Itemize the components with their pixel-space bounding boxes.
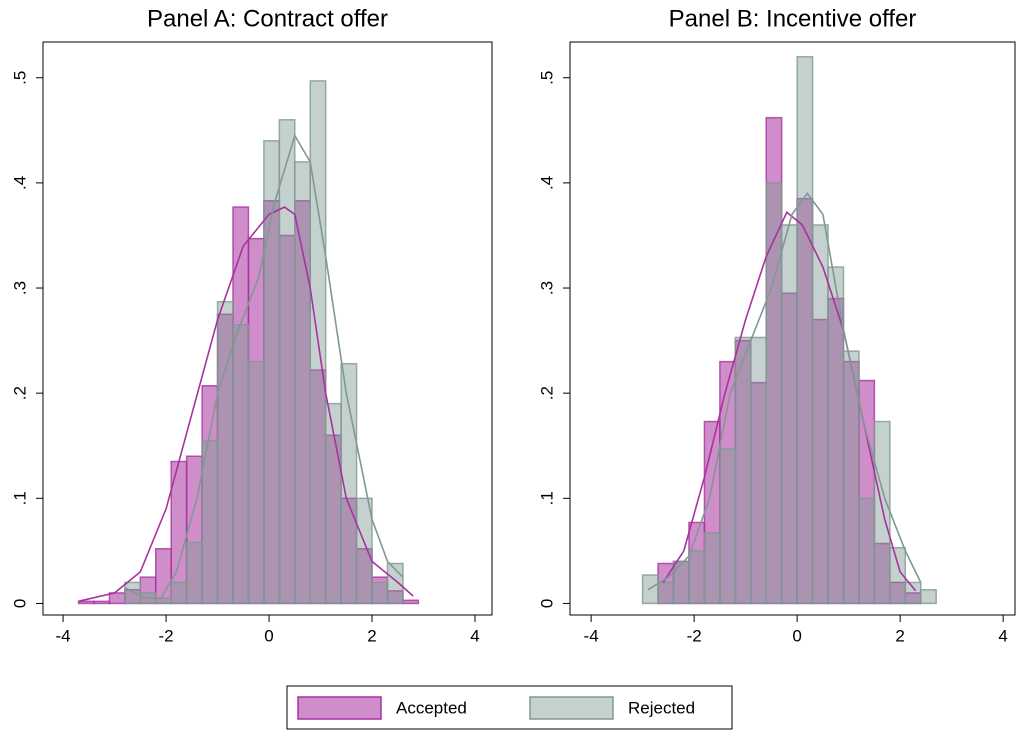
legend-swatch xyxy=(297,696,382,720)
density-line xyxy=(662,211,917,592)
y-tick-label: .4 xyxy=(537,176,556,190)
x-tick-label: 2 xyxy=(895,626,904,645)
histogram-bar xyxy=(873,420,891,605)
histogram-bar xyxy=(811,224,829,605)
y-tick-label: .1 xyxy=(537,491,556,505)
histogram-bar xyxy=(641,574,659,605)
legend-label: Accepted xyxy=(396,698,467,717)
x-tick-label: 0 xyxy=(264,626,273,645)
y-tick-label: .2 xyxy=(10,386,29,400)
x-tick-label: 4 xyxy=(470,626,479,645)
histogram-bar xyxy=(765,182,783,605)
histogram-bar xyxy=(657,581,675,605)
y-tick-label: .3 xyxy=(10,281,29,295)
histogram-bar xyxy=(904,581,922,605)
x-tick-label: -4 xyxy=(56,626,71,645)
y-tick-label: .5 xyxy=(10,71,29,85)
legend-label: Rejected xyxy=(628,698,695,717)
histogram-bar xyxy=(703,532,721,605)
histogram-bar xyxy=(842,350,860,605)
x-tick-label: 0 xyxy=(792,626,801,645)
y-tick-label: 0 xyxy=(537,599,556,608)
histogram-bar xyxy=(247,360,265,605)
y-tick-label: .5 xyxy=(537,71,556,85)
x-tick-label: 4 xyxy=(998,626,1007,645)
y-tick-label: 0 xyxy=(10,599,29,608)
histogram-bar xyxy=(108,592,126,605)
panel-title: Panel B: Incentive offer xyxy=(669,5,917,32)
histogram-bar xyxy=(77,600,95,605)
histogram-bar xyxy=(124,581,142,605)
histogram-bar xyxy=(750,336,767,605)
y-tick-label: .2 xyxy=(537,386,556,400)
histogram-bar xyxy=(93,600,111,605)
histogram-bar xyxy=(858,497,876,605)
histogram-bar xyxy=(371,581,389,605)
histogram-bar xyxy=(672,560,690,605)
histogram-bar xyxy=(232,324,250,605)
histogram-bar xyxy=(201,439,219,605)
histogram-bar xyxy=(734,336,752,605)
x-tick-label: -4 xyxy=(584,626,599,645)
density-line xyxy=(124,133,404,599)
y-tick-label: .1 xyxy=(10,491,29,505)
x-tick-label: 2 xyxy=(367,626,376,645)
y-tick-label: .3 xyxy=(537,281,556,295)
density-line xyxy=(647,192,922,591)
histogram-bar xyxy=(889,546,907,605)
histogram-bar xyxy=(216,300,234,605)
legend-swatch xyxy=(529,696,614,720)
panel-title: Panel A: Contract offer xyxy=(147,5,388,32)
histogram-bar xyxy=(278,119,296,605)
y-tick-label: .4 xyxy=(10,176,29,190)
histogram-bar xyxy=(688,550,706,605)
histogram-bar xyxy=(919,589,937,605)
histogram-bar xyxy=(185,541,203,605)
histogram-bar xyxy=(780,224,798,605)
histogram-bar xyxy=(402,599,420,605)
histogram-bar xyxy=(170,581,188,605)
histogram-bar xyxy=(796,55,814,605)
density-line xyxy=(78,206,414,603)
histogram-bar xyxy=(719,448,737,605)
x-tick-label: -2 xyxy=(687,626,702,645)
x-tick-label: -2 xyxy=(159,626,174,645)
histogram-bar xyxy=(355,497,373,605)
